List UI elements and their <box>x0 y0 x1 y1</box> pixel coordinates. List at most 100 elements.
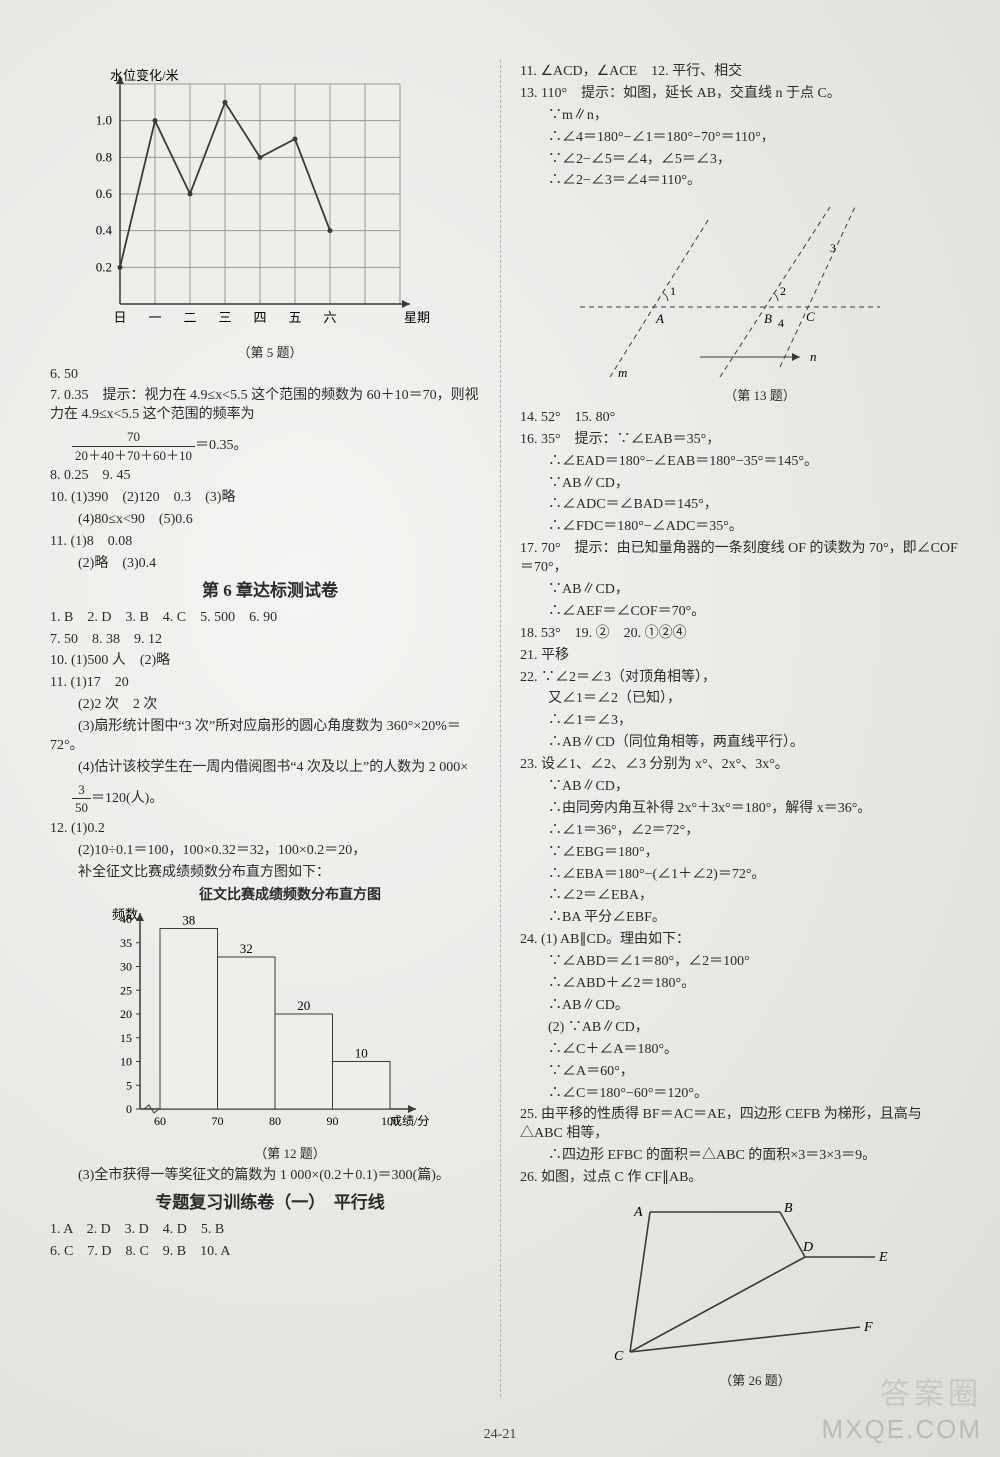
svg-text:10: 10 <box>120 1055 132 1069</box>
text-line: 6. 50 <box>50 366 490 385</box>
text-line: ∴∠ADC＝∠BAD＝145°， <box>520 496 960 515</box>
svg-text:4: 4 <box>778 316 784 330</box>
text-line: ∴∠1＝∠3， <box>520 712 960 731</box>
text-line: 10. (1)500 人 (2)略 <box>50 652 490 671</box>
text-line: ∵∠2−∠5＝∠4，∠5＝∠3， <box>520 151 960 170</box>
svg-text:60: 60 <box>154 1114 166 1128</box>
text-line: 10. (1)390 (2)120 0.3 (3)略 <box>50 489 490 508</box>
watermark-url: MXQE.COM <box>822 1412 982 1447</box>
text-line: ∵AB∥CD， <box>520 778 960 797</box>
text-line: (2) ∵AB∥CD， <box>520 1019 960 1038</box>
svg-text:1.0: 1.0 <box>96 113 112 128</box>
text-line: ∵∠EBG＝180°， <box>520 844 960 863</box>
svg-text:三: 三 <box>218 310 231 325</box>
text-line: ∴∠C＝180°−60°＝120°。 <box>520 1085 960 1104</box>
svg-text:水位变化/米: 水位变化/米 <box>110 68 179 83</box>
svg-text:20: 20 <box>297 998 310 1013</box>
svg-text:1: 1 <box>670 284 676 298</box>
text-line: (2)略 (3)0.4 <box>50 555 490 574</box>
diagram-26: ABCDEF （第 26 题） <box>590 1192 960 1390</box>
svg-text:日: 日 <box>113 310 126 325</box>
text-line: ∴∠2−∠3＝∠4＝110°。 <box>520 172 960 191</box>
svg-text:70: 70 <box>212 1114 224 1128</box>
chart2-caption: （第 12 题） <box>90 1145 490 1163</box>
svg-text:n: n <box>810 349 817 364</box>
text-line: 12. (1)0.2 <box>50 820 490 839</box>
text-line: 14. 52° 15. 80° <box>520 409 960 428</box>
text-line: 7020＋40＋70＋60＋10＝0.35。 <box>50 428 490 464</box>
text-line: (2)2 次 2 次 <box>50 696 490 715</box>
text-line: ∴∠FDC＝180°−∠ADC＝35°。 <box>520 518 960 537</box>
svg-text:0.6: 0.6 <box>96 186 113 201</box>
text-line: (2)10÷0.1＝100，100×0.32＝32，100×0.2＝20， <box>50 842 490 861</box>
chart1-caption: （第 5 题） <box>50 344 490 362</box>
svg-text:F: F <box>863 1320 873 1335</box>
svg-text:35: 35 <box>120 936 132 950</box>
svg-text:32: 32 <box>240 941 253 956</box>
svg-text:90: 90 <box>327 1114 339 1128</box>
svg-text:一: 一 <box>148 310 161 325</box>
svg-text:25: 25 <box>120 984 132 998</box>
svg-text:A: A <box>633 1205 643 1220</box>
text-line: (3)扇形统计图中“3 次”所对应扇形的圆心角度数为 360°×20%＝72°。 <box>50 718 490 756</box>
text-line: 11. ∠ACD，∠ACE 12. 平行、相交 <box>520 63 960 82</box>
svg-text:E: E <box>878 1250 888 1265</box>
text-line: ∴∠ABD＋∠2＝180°。 <box>520 975 960 994</box>
svg-text:5: 5 <box>126 1079 132 1093</box>
diag13-caption: （第 13 题） <box>560 387 960 405</box>
text-line: ∴BA 平分∠EBF。 <box>520 909 960 928</box>
svg-text:30: 30 <box>120 960 132 974</box>
text-line: ∴∠4＝180°−∠1＝180°−70°＝110°， <box>520 129 960 148</box>
text-line: (4)80≤x<90 (5)0.6 <box>50 511 490 530</box>
section6-title: 第 6 章达标测试卷 <box>50 580 490 603</box>
text-line: (4)估计该校学生在一周内借阅图书“4 次及以上”的人数为 2 000× <box>50 759 490 778</box>
text-line: ∴∠EBA＝180°−(∠1＋∠2)＝72°。 <box>520 866 960 885</box>
svg-text:六: 六 <box>323 310 336 325</box>
text-line: 18. 53° 19. ② 20. ①②④ <box>520 625 960 644</box>
text-line: 又∠1＝∠2（已知）， <box>520 690 960 709</box>
text-line: ∵∠ABD＝∠1＝80°，∠2＝100° <box>520 953 960 972</box>
chart-water-level: 0.20.40.60.81.0日一二三四五六水位变化/米星期 （第 5 题） <box>50 64 490 362</box>
svg-text:C: C <box>614 1349 624 1364</box>
svg-text:m: m <box>618 365 627 380</box>
text-line: (3)全市获得一等奖征文的篇数为 1 000×(0.2＋0.1)＝300(篇)。 <box>50 1167 490 1186</box>
watermark-cn: 答案圈 <box>880 1375 982 1416</box>
text-line: ∴∠C＋∠A＝180°。 <box>520 1041 960 1060</box>
text-line: ∴∠1＝36°，∠2＝72°， <box>520 822 960 841</box>
svg-text:频数: 频数 <box>112 907 138 922</box>
text-line: 25. 由平移的性质得 BF＝AC＝AE，四边形 CEFB 为梯形，且高与△AB… <box>520 1106 960 1144</box>
svg-text:B: B <box>784 1201 793 1216</box>
text-line: ∴∠2＝∠EBA， <box>520 887 960 906</box>
text-line: 补全征文比赛成绩频数分布直方图如下： <box>50 864 490 883</box>
text-line: ∵∠A＝60°， <box>520 1063 960 1082</box>
text-line: 24. (1) AB∥CD。理由如下： <box>520 931 960 950</box>
text-line: ∵m∥n， <box>520 107 960 126</box>
svg-text:五: 五 <box>288 310 301 325</box>
svg-text:2: 2 <box>780 284 786 298</box>
text-line: ∴由同旁内角互补得 2x°＋3x°＝180°，解得 x＝36°。 <box>520 800 960 819</box>
svg-text:20: 20 <box>120 1007 132 1021</box>
text-line: 6. C 7. D 8. C 9. B 10. A <box>50 1243 490 1262</box>
svg-text:星期: 星期 <box>404 310 430 325</box>
svg-text:四: 四 <box>253 310 266 325</box>
svg-text:A: A <box>655 311 664 326</box>
text-line: ∵AB∥CD， <box>520 475 960 494</box>
text-line: ∴四边形 EFBC 的面积＝△ABC 的面积×3＝3×3＝9。 <box>520 1147 960 1166</box>
svg-text:B: B <box>764 311 772 326</box>
text-line: ∴AB∥CD。 <box>520 997 960 1016</box>
text-line: 7. 50 8. 38 9. 12 <box>50 631 490 650</box>
svg-text:15: 15 <box>120 1031 132 1045</box>
text-line: 16. 35° 提示：∵∠EAB＝35°， <box>520 431 960 450</box>
diagram-13: ABCmn1234 （第 13 题） <box>560 197 960 405</box>
text-line: 1. A 2. D 3. D 4. D 5. B <box>50 1221 490 1240</box>
text-line: ∴∠AEF＝∠COF＝70°。 <box>520 603 960 622</box>
svg-text:0: 0 <box>126 1102 132 1116</box>
text-line: 26. 如图，过点 C 作 CF∥AB。 <box>520 1169 960 1188</box>
topic1-title: 专题复习训练卷（一） 平行线 <box>50 1192 490 1215</box>
text-line: 23. 设∠1、∠2、∠3 分别为 x°、2x°、3x°。 <box>520 756 960 775</box>
svg-text:二: 二 <box>183 310 196 325</box>
text-line: 11. (1)17 20 <box>50 674 490 693</box>
svg-text:10: 10 <box>355 1046 368 1061</box>
chart-histogram: 征文比赛成绩频数分布直方图 05101520253035403832201060… <box>90 887 490 1163</box>
svg-text:D: D <box>802 1240 813 1255</box>
